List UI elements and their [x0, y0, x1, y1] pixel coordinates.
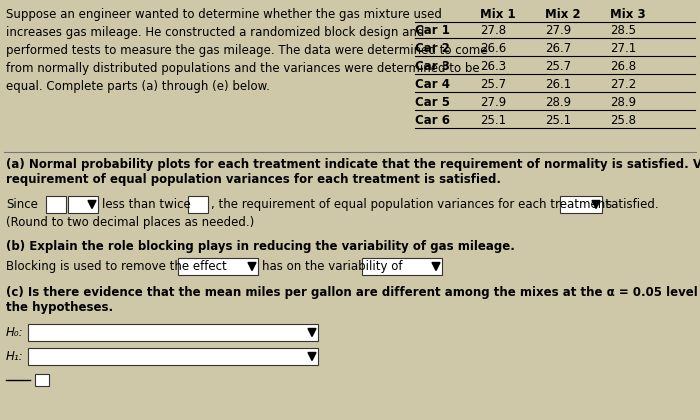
FancyBboxPatch shape — [35, 374, 49, 386]
Text: the hypotheses.: the hypotheses. — [6, 301, 113, 314]
Text: (c) Is there evidence that the mean miles per gallon are different among the mix: (c) Is there evidence that the mean mile… — [6, 286, 700, 299]
Text: Car 1: Car 1 — [415, 24, 450, 37]
Text: increases gas mileage. He constructed a randomized block design and: increases gas mileage. He constructed a … — [6, 26, 424, 39]
Text: 25.7: 25.7 — [545, 60, 571, 73]
Text: Car 5: Car 5 — [415, 96, 450, 109]
Text: from normally distributed populations and the variances were determined to be: from normally distributed populations an… — [6, 62, 480, 75]
Text: H₁:: H₁: — [6, 350, 24, 363]
Text: 25.1: 25.1 — [480, 114, 506, 127]
FancyBboxPatch shape — [28, 348, 318, 365]
Text: 26.7: 26.7 — [545, 42, 571, 55]
FancyBboxPatch shape — [46, 196, 66, 213]
Text: 28.9: 28.9 — [545, 96, 571, 109]
Text: has on the variability of: has on the variability of — [262, 260, 402, 273]
Text: Mix 1: Mix 1 — [480, 8, 516, 21]
Text: Car 6: Car 6 — [415, 114, 450, 127]
Text: 26.8: 26.8 — [610, 60, 636, 73]
FancyBboxPatch shape — [28, 324, 318, 341]
FancyBboxPatch shape — [188, 196, 208, 213]
Text: Mix 2: Mix 2 — [545, 8, 580, 21]
Text: satisfied.: satisfied. — [605, 198, 659, 211]
Text: Car 4: Car 4 — [415, 78, 450, 91]
Text: (Round to two decimal places as needed.): (Round to two decimal places as needed.) — [6, 216, 254, 229]
Text: (b) Explain the role blocking plays in reducing the variability of gas mileage.: (b) Explain the role blocking plays in r… — [6, 240, 515, 253]
FancyBboxPatch shape — [362, 258, 442, 275]
FancyBboxPatch shape — [68, 196, 98, 213]
Text: 27.8: 27.8 — [480, 24, 506, 37]
Text: 25.1: 25.1 — [545, 114, 571, 127]
Text: Blocking is used to remove the effect: Blocking is used to remove the effect — [6, 260, 227, 273]
Text: H₀:: H₀: — [6, 326, 24, 339]
Polygon shape — [248, 262, 256, 270]
FancyBboxPatch shape — [178, 258, 258, 275]
Text: 25.7: 25.7 — [480, 78, 506, 91]
Text: less than twice: less than twice — [102, 198, 190, 211]
Text: 26.1: 26.1 — [545, 78, 571, 91]
Text: equal. Complete parts (a) through (e) below.: equal. Complete parts (a) through (e) be… — [6, 80, 270, 93]
Text: (a) Normal probability plots for each treatment indicate that the requirement of: (a) Normal probability plots for each tr… — [6, 158, 700, 171]
Text: 27.9: 27.9 — [545, 24, 571, 37]
Text: 27.1: 27.1 — [610, 42, 636, 55]
Polygon shape — [432, 262, 440, 270]
Text: Suppose an engineer wanted to determine whether the gas mixture used: Suppose an engineer wanted to determine … — [6, 8, 442, 21]
Text: 26.3: 26.3 — [480, 60, 506, 73]
Polygon shape — [308, 328, 316, 336]
Text: Mix 3: Mix 3 — [610, 8, 645, 21]
FancyBboxPatch shape — [560, 196, 602, 213]
Text: 28.9: 28.9 — [610, 96, 636, 109]
Text: 25.8: 25.8 — [610, 114, 636, 127]
Text: Since: Since — [6, 198, 38, 211]
Polygon shape — [592, 200, 600, 208]
Text: Car 3: Car 3 — [415, 60, 450, 73]
Text: 26.6: 26.6 — [480, 42, 506, 55]
Polygon shape — [308, 352, 316, 360]
Text: requirement of equal population variances for each treatment is satisfied.: requirement of equal population variance… — [6, 173, 501, 186]
Text: Car 2: Car 2 — [415, 42, 450, 55]
Text: , the requirement of equal population variances for each treatment: , the requirement of equal population va… — [211, 198, 610, 211]
Text: 27.2: 27.2 — [610, 78, 636, 91]
Text: 28.5: 28.5 — [610, 24, 636, 37]
Text: 27.9: 27.9 — [480, 96, 506, 109]
Text: performed tests to measure the gas mileage. The data were determined to come: performed tests to measure the gas milea… — [6, 44, 487, 57]
Polygon shape — [88, 200, 96, 208]
